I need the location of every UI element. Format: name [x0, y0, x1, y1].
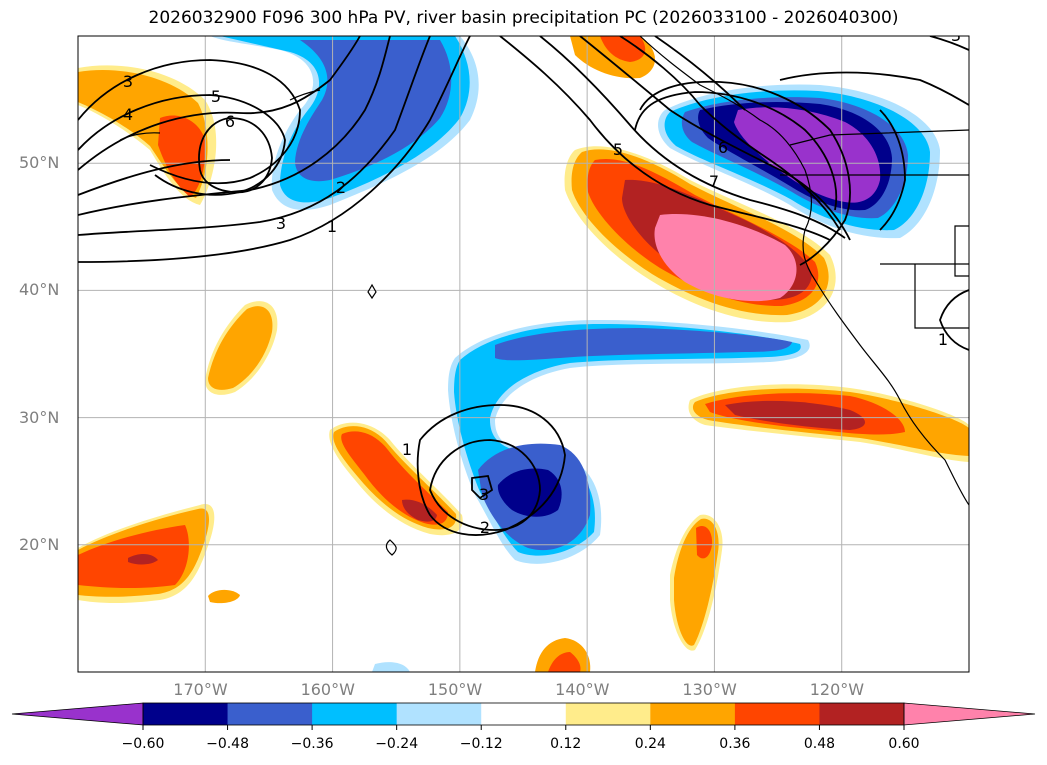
contour-label: 3: [276, 214, 286, 233]
contour-label: 5: [613, 140, 623, 159]
contour-label: 1: [938, 330, 948, 349]
contour-label: 4: [123, 105, 133, 124]
colorbar-cell: [734, 703, 820, 725]
colorbar-tick-label: −0.36: [290, 736, 334, 752]
latitude-label: 50°N: [19, 153, 60, 173]
colorbar-extend-low: [11, 702, 144, 726]
contour-label: 1: [402, 440, 412, 459]
colorbar-cell: [565, 703, 651, 725]
longitude-label: 140°W: [555, 680, 610, 699]
contour-label: 2: [480, 518, 490, 537]
colorbar-tick-label: −0.48: [206, 736, 249, 752]
colorbar-tick-label: 0.48: [803, 736, 836, 752]
longitude-label: 150°W: [427, 680, 483, 699]
longitude-label: 130°W: [682, 680, 737, 699]
contour-label: 5: [211, 87, 221, 106]
longitude-label: 120°W: [809, 680, 865, 699]
colorbar-cell: [143, 703, 229, 725]
colorbar-cell: [819, 703, 905, 725]
contour-label: 7: [709, 172, 719, 191]
colorbar-cell: [481, 703, 567, 725]
colorbar-extend-high: [903, 702, 1036, 726]
colorbar-tick-label: 0.24: [634, 736, 666, 752]
colorbar-cell: [227, 703, 313, 725]
contour-label: 1: [327, 217, 337, 236]
colorbar-tick-label: 0.60: [888, 736, 920, 752]
map-frame: [77, 35, 970, 673]
colorbar-tick-label: 0.12: [550, 736, 582, 752]
coastlines: [119, 36, 969, 556]
map-title: 2026032900 F096 300 hPa PV, river basin …: [148, 8, 899, 28]
latitude-label: 40°N: [19, 280, 60, 300]
contour-label: 3: [479, 485, 489, 504]
colorbar-cell: [312, 703, 398, 725]
colorbar-tick-label: −0.12: [459, 736, 503, 752]
contour-label: 6: [225, 112, 235, 131]
colorbar-tick-label: −0.60: [121, 736, 165, 752]
contour-label: 2: [336, 178, 346, 197]
colorbar-tick-label: 0.36: [719, 736, 751, 752]
contour-label: 6: [718, 138, 728, 157]
colorbar: [11, 702, 1036, 730]
colorbar-tick-label: −0.24: [375, 736, 419, 752]
contour-label: 3: [951, 26, 961, 45]
pv-contours: [78, 36, 969, 536]
gridlines: [78, 36, 969, 672]
contour-label: 3: [123, 72, 133, 91]
longitude-label: 170°W: [173, 680, 228, 699]
longitude-label: 160°W: [300, 680, 355, 699]
colorbar-cell: [650, 703, 736, 725]
colorbar-cell: [396, 703, 482, 725]
latitude-label: 20°N: [19, 534, 60, 554]
shaded-field: [78, 36, 969, 672]
latitude-label: 30°N: [19, 407, 60, 427]
colorbar-frame: [142, 702, 905, 726]
